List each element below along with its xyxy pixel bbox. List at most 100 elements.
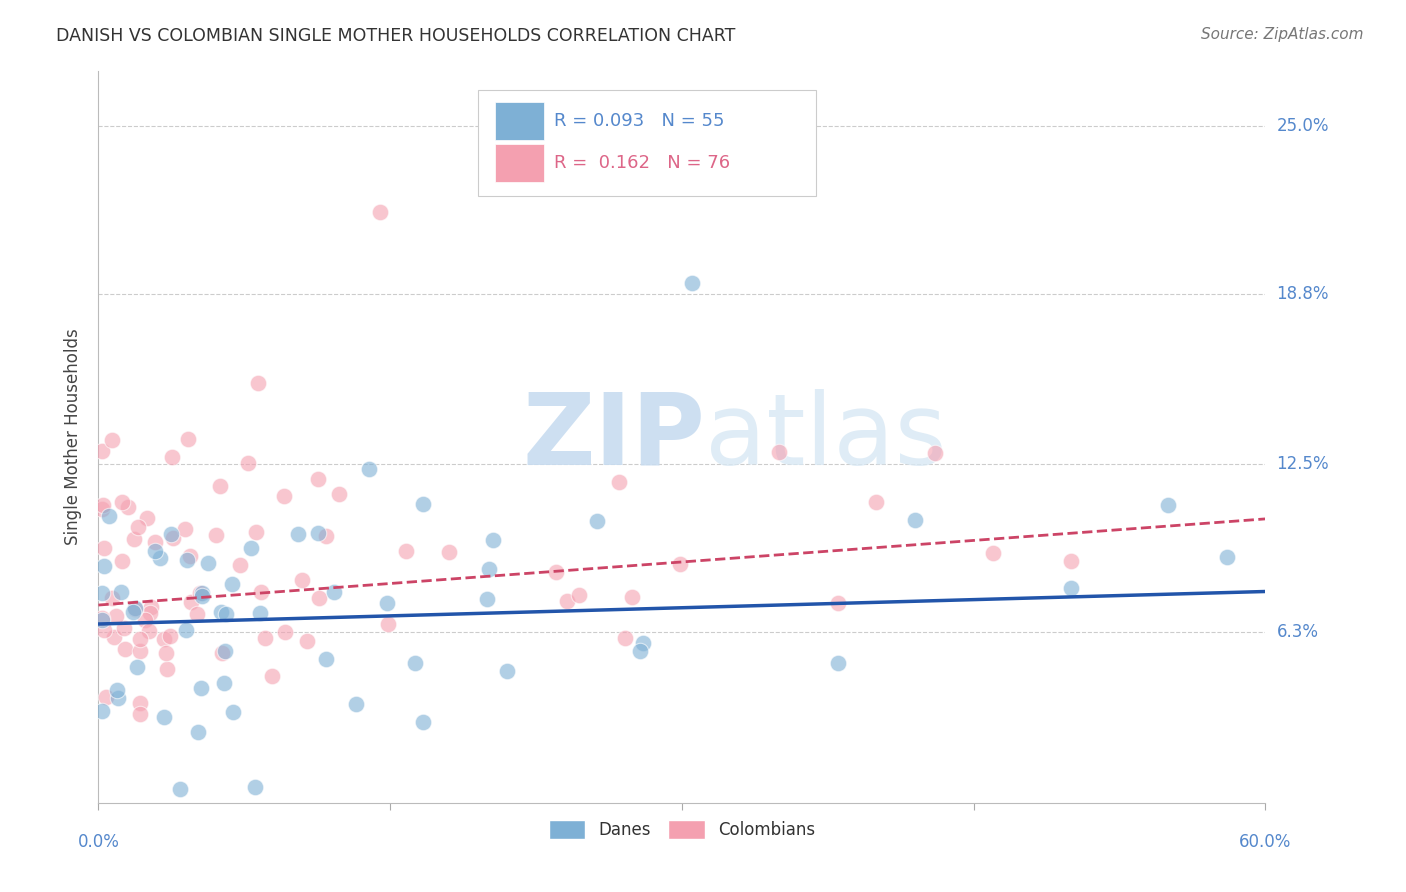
Point [607, 475, 630, 490]
Point [307, 526, 329, 541]
Point [91, 586, 114, 600]
Point [222, 705, 245, 719]
Text: atlas: atlas [706, 389, 946, 485]
Point [274, 625, 297, 640]
Point [107, 691, 129, 706]
Point [111, 495, 134, 509]
Point [1215, 550, 1237, 565]
Point [91, 498, 114, 512]
Point [229, 558, 252, 572]
Point [114, 641, 136, 656]
Point [290, 573, 312, 587]
Point [478, 562, 501, 576]
Point [93, 541, 115, 555]
Point [315, 651, 337, 665]
Point [214, 644, 236, 658]
Point [176, 432, 198, 446]
Point [129, 706, 152, 721]
Point [544, 565, 567, 579]
Point [620, 590, 643, 604]
Point [377, 617, 399, 632]
Point [212, 676, 235, 690]
Point [153, 710, 176, 724]
Point [669, 557, 692, 571]
Point [104, 608, 127, 623]
Point [128, 644, 150, 658]
Point [174, 522, 197, 536]
Point [91, 704, 114, 718]
Point [190, 585, 212, 599]
Point [117, 500, 139, 514]
Text: R = 0.093   N = 55: R = 0.093 N = 55 [554, 112, 724, 130]
Point [179, 549, 201, 564]
Point [96, 690, 118, 704]
Y-axis label: Single Mother Households: Single Mother Households [65, 329, 83, 545]
Point [628, 644, 651, 658]
Point [904, 513, 927, 527]
Point [239, 541, 262, 555]
Point [93, 623, 115, 637]
Point [180, 595, 202, 609]
Text: 25.0%: 25.0% [1277, 117, 1329, 135]
Point [827, 595, 849, 609]
Point [245, 525, 267, 540]
Point [1060, 554, 1083, 568]
Point [187, 725, 209, 739]
Point [134, 614, 156, 628]
Text: 0.0%: 0.0% [77, 833, 120, 851]
Point [103, 630, 125, 644]
Point [136, 510, 159, 524]
Point [111, 554, 134, 568]
Point [404, 656, 426, 670]
Point [246, 376, 269, 390]
Point [323, 584, 346, 599]
FancyBboxPatch shape [478, 90, 815, 195]
Point [125, 660, 148, 674]
FancyBboxPatch shape [495, 102, 544, 140]
Point [287, 527, 309, 541]
Point [585, 514, 607, 528]
Point [437, 545, 460, 559]
Point [190, 681, 212, 695]
Point [214, 607, 236, 621]
Point [221, 577, 243, 591]
FancyBboxPatch shape [495, 144, 544, 182]
Point [315, 529, 337, 543]
Point [249, 606, 271, 620]
Point [129, 632, 152, 646]
Point [152, 632, 174, 646]
Point [91, 611, 114, 625]
Text: DANISH VS COLOMBIAN SINGLE MOTHER HOUSEHOLDS CORRELATION CHART: DANISH VS COLOMBIAN SINGLE MOTHER HOUSEH… [56, 27, 735, 45]
Point [209, 605, 232, 619]
Point [169, 782, 191, 797]
Point [768, 445, 790, 459]
Point [139, 599, 162, 614]
Point [981, 546, 1004, 560]
Point [91, 501, 114, 516]
Point [412, 714, 434, 729]
Point [91, 613, 114, 627]
Point [122, 532, 145, 546]
Point [93, 559, 115, 574]
Point [105, 683, 128, 698]
Text: R =  0.162   N = 76: R = 0.162 N = 76 [554, 153, 730, 172]
Point [412, 497, 434, 511]
Point [91, 444, 114, 458]
Point [238, 456, 260, 470]
Point [273, 489, 295, 503]
Point [1157, 498, 1180, 512]
Point [100, 433, 122, 447]
Point [155, 646, 177, 660]
Point [176, 553, 198, 567]
Point [156, 662, 179, 676]
Point [865, 495, 887, 509]
Point [197, 556, 219, 570]
Point [496, 665, 519, 679]
Point [1060, 581, 1083, 595]
Point [138, 624, 160, 639]
Point [211, 646, 233, 660]
Point [631, 636, 654, 650]
Point [250, 584, 273, 599]
Text: 6.3%: 6.3% [1277, 624, 1319, 641]
Point [127, 520, 149, 534]
